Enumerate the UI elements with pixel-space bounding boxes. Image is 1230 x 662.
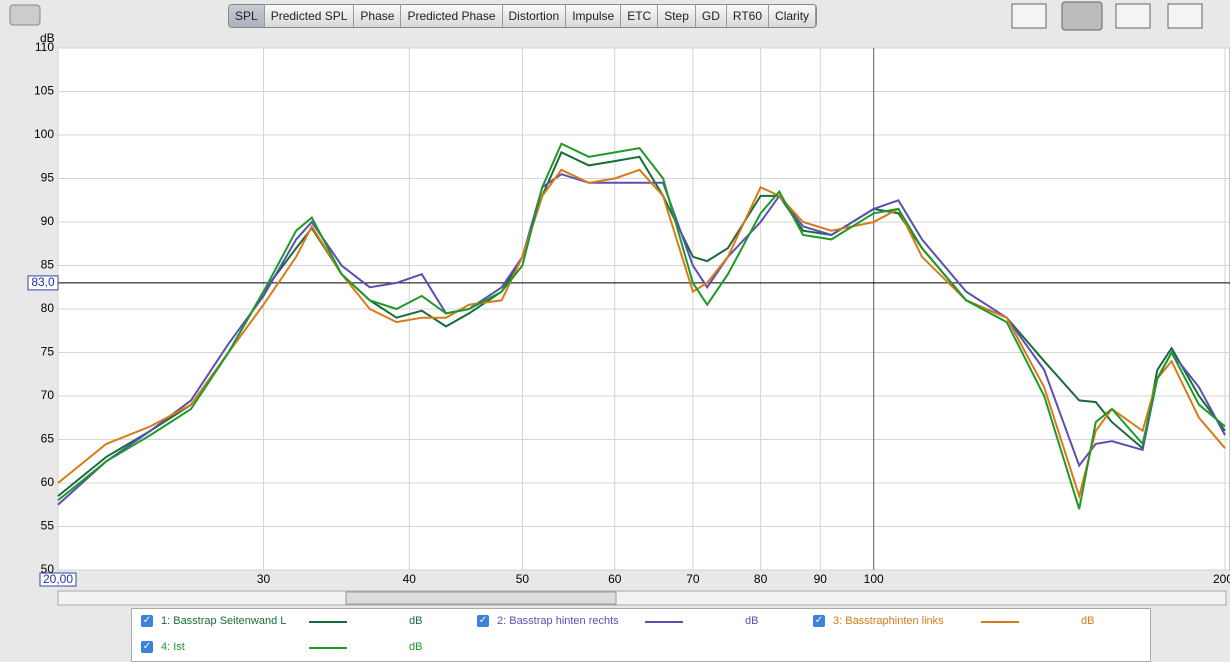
y-tick-label: 60 xyxy=(41,475,55,489)
y-tick-label: 80 xyxy=(41,301,55,315)
x-tick-label: 50 xyxy=(516,572,530,586)
x-readout-box xyxy=(39,572,77,587)
tab[interactable]: Predicted SPL xyxy=(265,5,355,27)
icon[interactable] xyxy=(1115,3,1151,29)
legend-swatch xyxy=(981,621,1019,623)
x-tick-label: 30 xyxy=(257,572,271,586)
legend-label: 2: Basstrap hinten rechts xyxy=(497,615,619,627)
legend-entry: ✓ 1: Basstrap Seitenwand L dB xyxy=(141,615,441,629)
legend-unit: dB xyxy=(745,615,759,627)
legend-swatch xyxy=(309,621,347,623)
scrollbar[interactable] xyxy=(57,590,1227,606)
legend-unit: dB xyxy=(409,615,423,627)
y-tick-label: 90 xyxy=(41,214,55,228)
legend-label: 4: Ist xyxy=(161,641,185,653)
cursor-box xyxy=(27,275,59,291)
y-tick-label: 55 xyxy=(41,519,55,533)
checkbox[interactable]: ✓ xyxy=(813,615,825,627)
x-tick-label: 70 xyxy=(686,572,700,586)
x-tick-label: 200H xyxy=(1213,572,1230,586)
tab-bar: SPL Predicted SPL Phase Predicted Phase Dist… xyxy=(228,4,818,28)
tab[interactable]: ETC xyxy=(621,5,659,27)
tab[interactable]: GD xyxy=(696,5,727,27)
tab[interactable]: RT60 xyxy=(727,5,770,27)
y-tick-label: 100 xyxy=(34,127,54,141)
y-tick-label: 105 xyxy=(34,84,54,98)
chart: dB 50 55 60 65 70 75 80 85 90 95 100 105 110 20,00 30 4… xyxy=(9,1,1230,606)
legend-swatch xyxy=(645,621,683,623)
legend-label: 1: Basstrap Seitenwand L xyxy=(161,615,287,627)
tab[interactable]: Predicted Phase xyxy=(401,5,503,27)
x-tick-label: 80 xyxy=(754,572,768,586)
scroll-thumb[interactable] xyxy=(345,591,617,605)
y-tick-label: 95 xyxy=(41,171,55,185)
tab[interactable]: Phase xyxy=(354,5,402,27)
x-tick-label: 40 xyxy=(403,572,417,586)
y-tick-label: 110 xyxy=(35,40,54,54)
legend-entry: ✓ 4: Ist dB xyxy=(141,641,441,655)
icon[interactable] xyxy=(1167,3,1203,29)
legend-unit: dB xyxy=(409,641,423,653)
tab[interactable]: Impulse xyxy=(566,5,622,27)
series-line xyxy=(57,173,1226,506)
tab[interactable]: SPL xyxy=(229,5,265,27)
series-line xyxy=(57,142,1226,510)
y-tick-label: 70 xyxy=(41,388,55,402)
x-tick-label: 20,00 xyxy=(43,572,73,586)
tab[interactable]: Distortion xyxy=(503,5,567,27)
x-tick-label: 100 xyxy=(864,572,884,586)
icon[interactable] xyxy=(1011,3,1047,29)
legend-unit: dB xyxy=(1081,615,1095,627)
legend-swatch xyxy=(309,647,347,649)
checkbox[interactable]: ✓ xyxy=(141,641,153,653)
legend-entry: ✓ 3: Basstraphinten links dB xyxy=(813,615,1113,629)
y-tick-label: 75 xyxy=(41,345,55,359)
x-tick-label: 60 xyxy=(608,572,622,586)
tab[interactable]: Clarity xyxy=(769,5,817,27)
y-tick-label: 65 xyxy=(41,432,55,446)
checkbox[interactable]: ✓ xyxy=(477,615,489,627)
x-tick-label: 90 xyxy=(814,572,828,586)
y-tick-label: 85 xyxy=(41,258,55,272)
y-axis-label: dB xyxy=(40,31,55,45)
cursor-label: 83,0 xyxy=(31,275,55,289)
legend: ✓ 1: Basstrap Seitenwand L dB ✓ 2: Basstrap … xyxy=(131,608,1151,662)
series-line xyxy=(57,168,1226,500)
icon[interactable] xyxy=(1061,1,1103,31)
camera-icon[interactable] xyxy=(9,4,41,26)
tab[interactable]: Step xyxy=(658,5,696,27)
legend-label: 3: Basstraphinten links xyxy=(833,615,944,627)
legend-entry: ✓ 2: Basstrap hinten rechts dB xyxy=(477,615,777,629)
checkbox[interactable]: ✓ xyxy=(141,615,153,627)
